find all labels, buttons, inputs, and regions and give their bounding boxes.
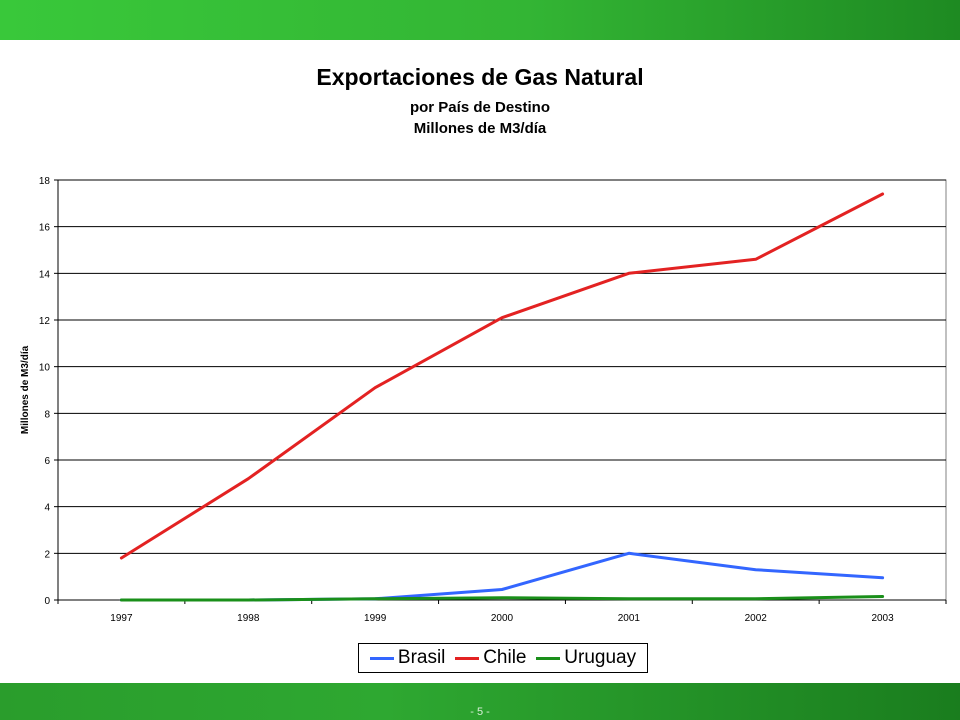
legend-label-brasil: Brasil bbox=[397, 647, 446, 668]
data-point-chile-1998 bbox=[247, 477, 250, 480]
legend-swatch-brasil bbox=[369, 656, 394, 660]
y-tick-label-4: 4 bbox=[44, 503, 50, 514]
legend-item-uruguay: Uruguay bbox=[536, 647, 636, 669]
axes: 0 2 4 6 8 10 12 14 16 18 1997 1998 1999 2000 2001 2002 2… bbox=[39, 176, 947, 624]
y-tick-label-10: 10 bbox=[39, 363, 51, 374]
y-tick-label-0: 0 bbox=[44, 596, 50, 607]
y-tick-label-14: 14 bbox=[39, 269, 51, 280]
top-banner bbox=[0, 0, 960, 40]
legend-swatch-chile bbox=[455, 656, 480, 660]
y-tick-label-18: 18 bbox=[39, 176, 51, 187]
legend-item-brasil: Brasil bbox=[369, 647, 446, 669]
data-point-brasil-2003 bbox=[881, 576, 884, 580]
chart-subtitle-units: Millones de M3/día bbox=[413, 120, 547, 137]
chart-subtitle-destination: por País de Destino bbox=[409, 99, 551, 116]
y-tick-label-16: 16 bbox=[39, 223, 51, 234]
x-tick-label-1999: 1999 bbox=[364, 613, 387, 624]
plot-area bbox=[57, 179, 947, 601]
data-point-chile-2001 bbox=[627, 272, 631, 275]
y-tick-label-2: 2 bbox=[44, 549, 50, 560]
legend-swatch-uruguay bbox=[536, 656, 561, 660]
page-number: - 5 - bbox=[470, 706, 490, 718]
x-tick-label-1997: 1997 bbox=[110, 613, 133, 624]
data-point-chile-2003 bbox=[881, 192, 884, 196]
x-tick-label-2003: 2003 bbox=[871, 613, 894, 624]
y-tick-label-12: 12 bbox=[39, 316, 51, 327]
data-point-chile-1999 bbox=[373, 386, 377, 389]
y-tick-label-8: 8 bbox=[44, 409, 50, 420]
data-point-uruguay-2003 bbox=[881, 595, 884, 598]
legend-label-chile: Chile bbox=[483, 647, 527, 668]
data-point-chile-2000 bbox=[500, 316, 504, 319]
data-point-brasil-2001 bbox=[627, 552, 631, 555]
y-tick-label-6: 6 bbox=[44, 456, 50, 467]
x-tick-label-1998: 1998 bbox=[237, 613, 260, 624]
data-point-brasil-2002 bbox=[754, 568, 757, 571]
bottom-banner bbox=[0, 683, 960, 720]
chart-title: Exportaciones de Gas Natural bbox=[316, 64, 644, 90]
legend-item-chile: Chile bbox=[455, 647, 527, 669]
data-point-chile-1997 bbox=[120, 556, 123, 560]
gridlines bbox=[58, 179, 946, 554]
data-point-uruguay-1999 bbox=[373, 597, 377, 601]
legend-label-uruguay: Uruguay bbox=[564, 647, 637, 668]
data-point-chile-2002 bbox=[754, 258, 757, 261]
x-tick-label-2001: 2001 bbox=[618, 613, 641, 624]
y-axis-title: Millones de M3/día bbox=[20, 345, 31, 434]
data-point-uruguay-2000 bbox=[500, 596, 504, 599]
x-tick-label-2000: 2000 bbox=[491, 613, 514, 624]
chart-legend: Brasil Chile Uruguay bbox=[358, 643, 648, 673]
data-point-uruguay-1997 bbox=[120, 598, 123, 602]
data-point-uruguay-1998 bbox=[247, 598, 250, 602]
data-point-brasil-2000 bbox=[500, 588, 504, 591]
data-point-uruguay-2002 bbox=[754, 597, 757, 601]
data-series bbox=[119, 192, 885, 602]
x-tick-label-2002: 2002 bbox=[745, 613, 768, 624]
data-point-uruguay-2001 bbox=[627, 597, 631, 601]
